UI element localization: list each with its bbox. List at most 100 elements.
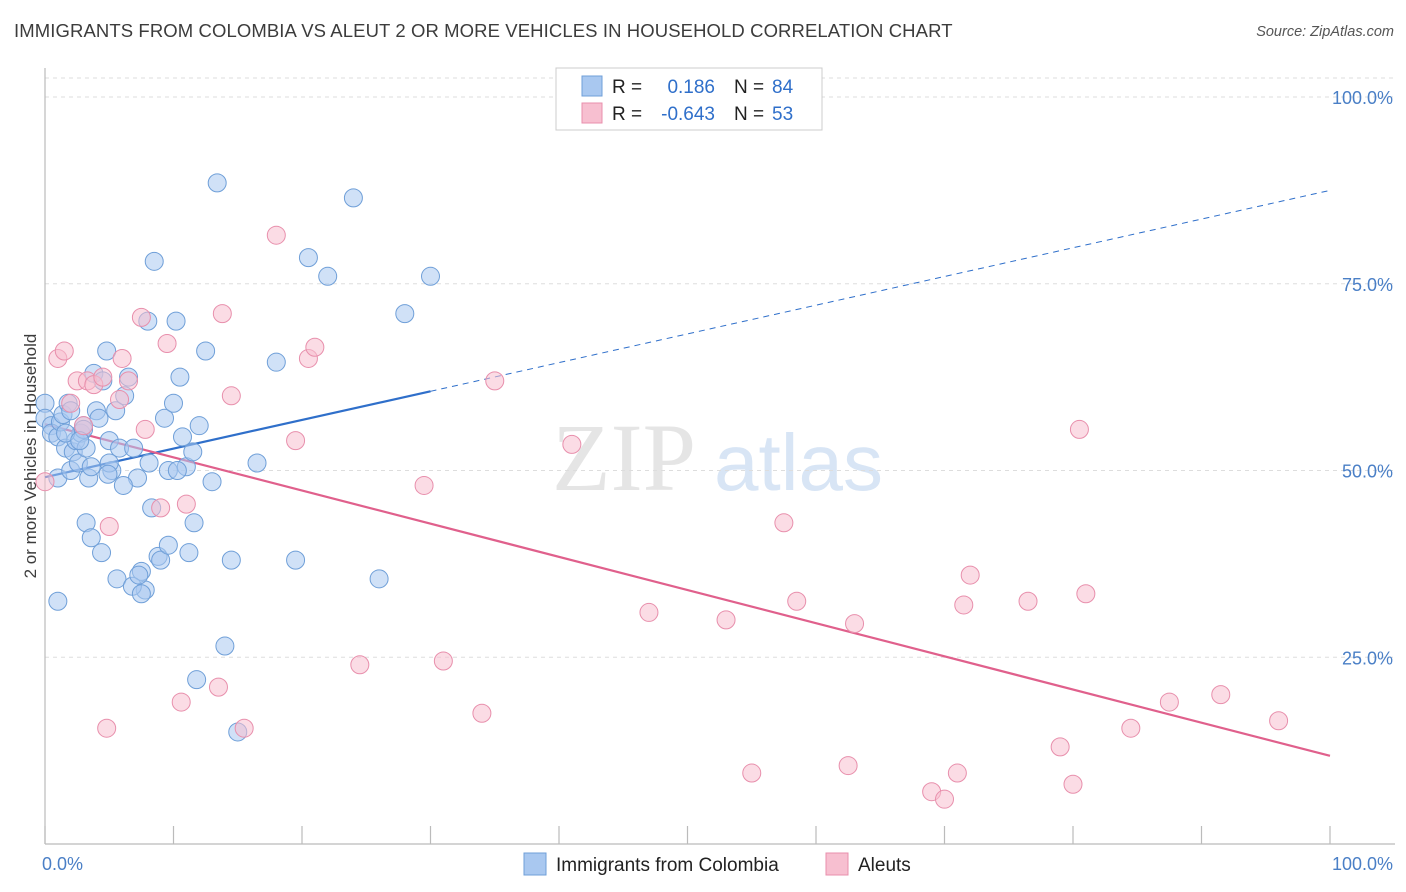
- point-pink-52: [1159, 692, 1179, 712]
- point-blue-30: [124, 438, 144, 458]
- point-blue-42: [170, 367, 190, 387]
- point-pink-44: [954, 595, 974, 615]
- point-pink-24: [266, 225, 286, 245]
- legend-r-label-2: R =: [612, 104, 642, 125]
- y-tick-label-0: 100.0%: [1332, 88, 1393, 108]
- point-pink-0: [35, 472, 55, 492]
- series-legend: Immigrants from Colombia Aleuts: [523, 852, 911, 876]
- point-pink-32: [485, 371, 505, 391]
- series-legend-swatch-pink: [825, 852, 849, 876]
- point-pink-11: [110, 390, 130, 410]
- point-pink-8: [93, 367, 113, 387]
- point-blue-38: [155, 408, 175, 428]
- point-pink-25: [286, 431, 306, 451]
- source-label: Source: ZipAtlas.com: [1256, 24, 1394, 40]
- point-blue-77: [189, 416, 209, 436]
- point-pink-13: [119, 371, 139, 391]
- point-blue-48: [196, 341, 216, 361]
- point-blue-79: [131, 584, 151, 604]
- point-pink-38: [787, 591, 807, 611]
- y-tick-label-3: 25.0%: [1342, 648, 1393, 668]
- axes: [44, 68, 1395, 845]
- point-blue-56: [298, 248, 318, 268]
- point-pink-30: [433, 651, 453, 671]
- point-blue-66: [81, 528, 101, 548]
- y-tick-label-2: 50.0%: [1342, 462, 1393, 482]
- series-legend-swatch-blue: [523, 852, 547, 876]
- legend-n-value-2: 53: [772, 104, 793, 125]
- data-points: [35, 173, 1289, 809]
- point-blue-67: [92, 543, 112, 563]
- point-pink-10: [99, 517, 119, 537]
- point-pink-39: [838, 756, 858, 776]
- legend-swatch-pink: [581, 102, 603, 124]
- x-tick-label-0: 0.0%: [42, 854, 83, 874]
- point-blue-49: [202, 472, 222, 492]
- point-blue-61: [421, 266, 440, 286]
- point-blue-21: [89, 408, 109, 428]
- point-pink-36: [742, 763, 762, 783]
- point-pink-27: [305, 337, 325, 357]
- y-tick-label-1: 75.0%: [1342, 275, 1393, 295]
- legend-swatch-blue: [581, 75, 603, 97]
- point-pink-40: [845, 614, 865, 634]
- legend-r-value-2: -0.643: [661, 104, 715, 125]
- point-blue-37: [151, 550, 171, 570]
- point-pink-31: [472, 703, 492, 723]
- point-pink-43: [947, 763, 967, 783]
- point-pink-33: [562, 434, 582, 454]
- point-pink-19: [176, 494, 196, 514]
- point-pink-47: [1050, 737, 1070, 757]
- tick-labels: 100.0% 75.0% 50.0% 25.0% 0.0% 100.0%: [42, 88, 1393, 874]
- point-blue-45: [179, 543, 199, 563]
- point-pink-28: [350, 655, 370, 675]
- point-pink-14: [131, 307, 151, 327]
- point-blue-43: [172, 427, 192, 447]
- point-pink-37: [774, 513, 794, 533]
- point-blue-51: [215, 636, 235, 656]
- stats-legend: R = 0.186 N = 84 R = -0.643 N = 53: [555, 67, 823, 131]
- point-blue-41: [166, 311, 186, 331]
- point-pink-15: [135, 419, 155, 439]
- point-blue-54: [266, 352, 286, 372]
- point-pink-16: [151, 498, 171, 518]
- point-pink-18: [171, 692, 191, 712]
- point-pink-53: [1211, 685, 1231, 705]
- point-blue-60: [395, 304, 415, 324]
- series-legend-label-blue: Immigrants from Colombia: [556, 855, 779, 876]
- point-blue-83: [113, 475, 133, 495]
- point-blue-35: [144, 251, 164, 271]
- legend-n-label-1: N =: [734, 77, 764, 98]
- point-pink-17: [157, 334, 177, 354]
- point-blue-23: [97, 341, 117, 361]
- point-blue-57: [318, 266, 338, 286]
- watermark-atlas: atlas: [714, 418, 883, 507]
- point-pink-9: [97, 718, 117, 738]
- trend-line-pink: [44, 423, 1331, 757]
- point-pink-2: [54, 341, 74, 361]
- point-blue-52: [221, 550, 241, 570]
- point-pink-49: [1069, 419, 1089, 439]
- point-pink-34: [639, 602, 659, 622]
- point-blue-76: [184, 513, 204, 533]
- point-pink-42: [935, 789, 954, 809]
- point-pink-3: [61, 393, 81, 413]
- point-blue-46: [183, 442, 203, 462]
- watermark-zip: ZIP: [552, 404, 696, 511]
- point-blue-75: [167, 461, 187, 480]
- point-blue-55: [286, 550, 306, 570]
- point-blue-62: [48, 591, 68, 611]
- point-blue-72: [139, 453, 159, 473]
- point-pink-12: [112, 348, 132, 368]
- point-pink-48: [1063, 774, 1083, 794]
- legend-n-value-1: 84: [772, 77, 794, 98]
- point-blue-47: [187, 670, 207, 690]
- legend-r-value-1: 0.186: [667, 77, 715, 98]
- point-pink-29: [414, 475, 434, 495]
- point-blue-74: [158, 535, 178, 555]
- y-axis-title: 2 or more Vehicles in Household: [21, 334, 40, 579]
- point-blue-40: [164, 393, 183, 413]
- point-pink-5: [74, 416, 94, 436]
- point-blue-50: [207, 173, 227, 193]
